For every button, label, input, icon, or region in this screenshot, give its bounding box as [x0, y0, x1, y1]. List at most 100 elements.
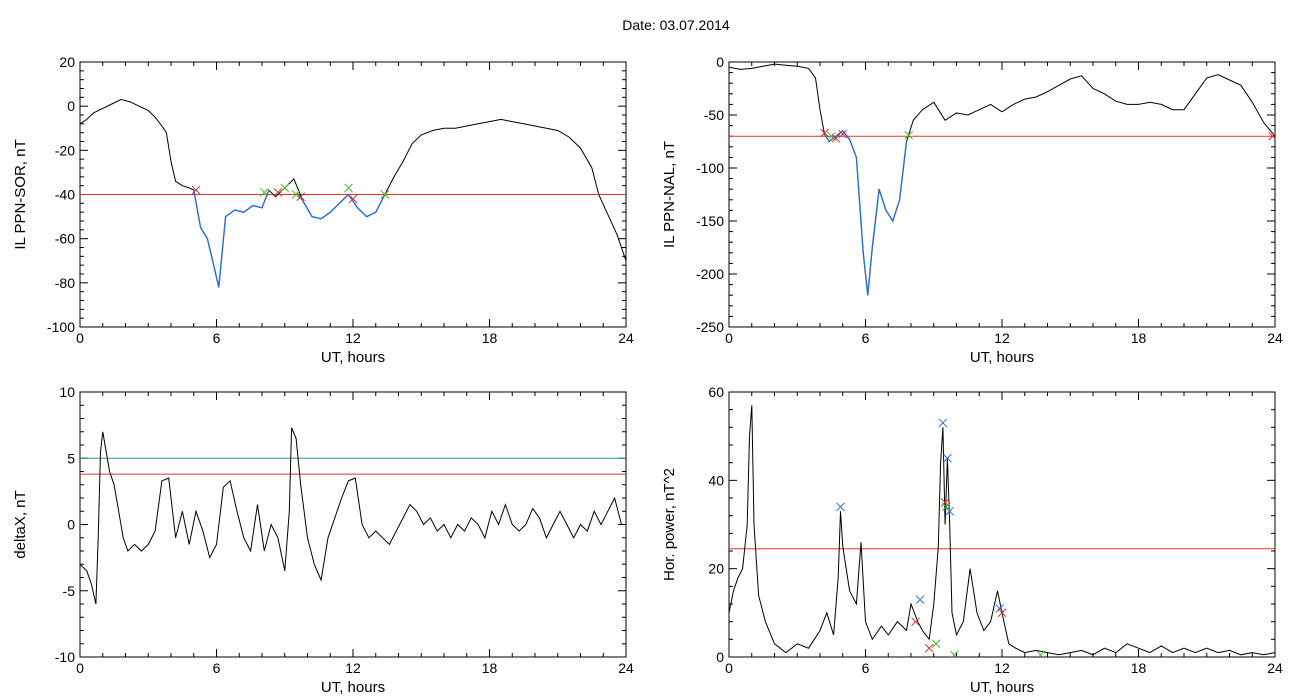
- chart-deltax: 0 6 12 18 24 -10 -5 0 5 10 UT, hours deltaX, nT: [12, 384, 634, 696]
- series-line: [80, 98, 626, 288]
- x-axis-title: UT, hours: [970, 679, 1034, 696]
- event-mark: [831, 133, 841, 143]
- event-mark-stroke: [280, 183, 290, 193]
- event-mark-stroke: [995, 604, 1005, 613]
- highlight-segment: [297, 193, 386, 220]
- y-tick-label: -100: [47, 319, 75, 335]
- highlight-segment: [823, 129, 908, 296]
- x-tick-label: 24: [1267, 330, 1283, 346]
- event-mark: [273, 187, 283, 197]
- x-tick-label: 18: [1131, 660, 1147, 676]
- x-axis-title: UT, hours: [970, 349, 1034, 366]
- event-mark: [380, 190, 390, 199]
- plot-area: [80, 98, 626, 288]
- event-mark-stroke: [931, 639, 941, 649]
- x-tick-label: 18: [482, 330, 498, 346]
- event-mark-stroke: [945, 506, 955, 516]
- y-tick-label: 0: [67, 517, 75, 533]
- event-mark: [911, 617, 920, 627]
- y-tick-label: -250: [696, 319, 724, 335]
- event-mark: [949, 650, 959, 657]
- y-tick-label: -100: [696, 160, 724, 176]
- event-mark: [943, 453, 952, 463]
- event-mark-stroke: [273, 187, 283, 197]
- x-tick-label: 6: [862, 660, 870, 676]
- event-mark-stroke: [997, 608, 1007, 618]
- event-mark-stroke: [943, 453, 952, 463]
- y-axis-title: IL PPN-SOR, nT: [12, 139, 29, 249]
- event-mark: [348, 194, 358, 204]
- chart-sor: 0 6 12 18 24 -100 -80 -60 -40 -20 0 20 UT, hours IL P…: [12, 54, 634, 366]
- chart-power: 0 6 12 18 24 0 20 40 60 UT, hours Hor. power, nT^2: [661, 384, 1283, 696]
- plot-frame: [728, 61, 1276, 328]
- y-tick-label: -40: [55, 187, 75, 203]
- x-tick-label: 24: [618, 330, 634, 346]
- event-mark: [915, 595, 925, 604]
- x-tick-label: 24: [1267, 660, 1283, 676]
- x-tick-label: 0: [76, 660, 84, 676]
- event-mark: [931, 639, 941, 649]
- chart-nal: 0 6 12 18 24 -250 -200 -150 -100 -50 0 UT, hours IL …: [661, 54, 1283, 366]
- highlight-segment: [193, 189, 270, 288]
- y-tick-label: -150: [696, 213, 724, 229]
- event-mark-stroke: [1037, 650, 1046, 657]
- event-mark-stroke: [951, 650, 959, 657]
- event-mark: [344, 183, 353, 193]
- x-tick-label: 6: [213, 660, 221, 676]
- x-tick-label: 0: [76, 330, 84, 346]
- event-mark: [827, 131, 836, 141]
- plot-area: [729, 63, 1275, 296]
- x-tick-label: 18: [482, 660, 498, 676]
- x-tick-label: 12: [345, 660, 361, 676]
- plot-area: [729, 405, 1275, 657]
- event-mark: [291, 190, 301, 199]
- x-tick-label: 18: [1131, 330, 1147, 346]
- series-line: [729, 405, 1275, 656]
- y-axis-title: IL PPN-NAL, nT: [661, 141, 678, 248]
- event-mark: [838, 129, 848, 139]
- y-tick-label: 5: [67, 450, 75, 466]
- event-mark-stroke: [1268, 133, 1275, 141]
- y-tick-label: -200: [696, 266, 724, 282]
- event-mark-stroke: [259, 187, 269, 197]
- event-mark: [820, 128, 829, 138]
- event-mark-stroke: [191, 185, 201, 195]
- y-tick-label: 0: [716, 649, 724, 665]
- y-tick-label: 20: [59, 54, 75, 70]
- x-axis-title: UT, hours: [321, 679, 385, 696]
- event-mark-stroke: [291, 190, 301, 199]
- event-mark-stroke: [838, 129, 848, 139]
- event-mark-stroke: [296, 192, 306, 202]
- x-tick-label: 24: [618, 660, 634, 676]
- x-axis-title: UT, hours: [321, 349, 385, 366]
- event-mark: [1268, 131, 1275, 141]
- event-mark-stroke: [380, 190, 390, 199]
- event-mark: [836, 502, 845, 512]
- x-tick-label: 0: [725, 660, 733, 676]
- y-tick-label: 20: [708, 561, 724, 577]
- y-tick-label: 0: [67, 98, 75, 114]
- event-mark-stroke: [911, 617, 920, 627]
- y-tick-label: -50: [704, 107, 724, 123]
- event-mark-stroke: [348, 194, 358, 204]
- event-mark: [280, 183, 290, 193]
- event-mark: [945, 506, 955, 516]
- event-mark: [259, 187, 269, 197]
- event-mark-stroke: [836, 502, 845, 512]
- event-mark-stroke: [941, 502, 951, 512]
- page-title: Date: 03.07.2014: [622, 17, 730, 33]
- event-mark: [1036, 650, 1046, 657]
- y-tick-label: -60: [55, 231, 75, 247]
- x-tick-label: 12: [994, 330, 1010, 346]
- y-tick-label: 60: [708, 384, 724, 400]
- event-mark-stroke: [924, 643, 934, 653]
- series-line: [80, 427, 626, 605]
- x-tick-label: 6: [862, 330, 870, 346]
- event-mark: [995, 604, 1005, 613]
- plot-frame: [79, 391, 627, 658]
- event-mark-stroke: [827, 131, 836, 141]
- event-mark: [904, 130, 914, 140]
- y-tick-label: 0: [716, 54, 724, 70]
- event-mark-stroke: [938, 418, 948, 428]
